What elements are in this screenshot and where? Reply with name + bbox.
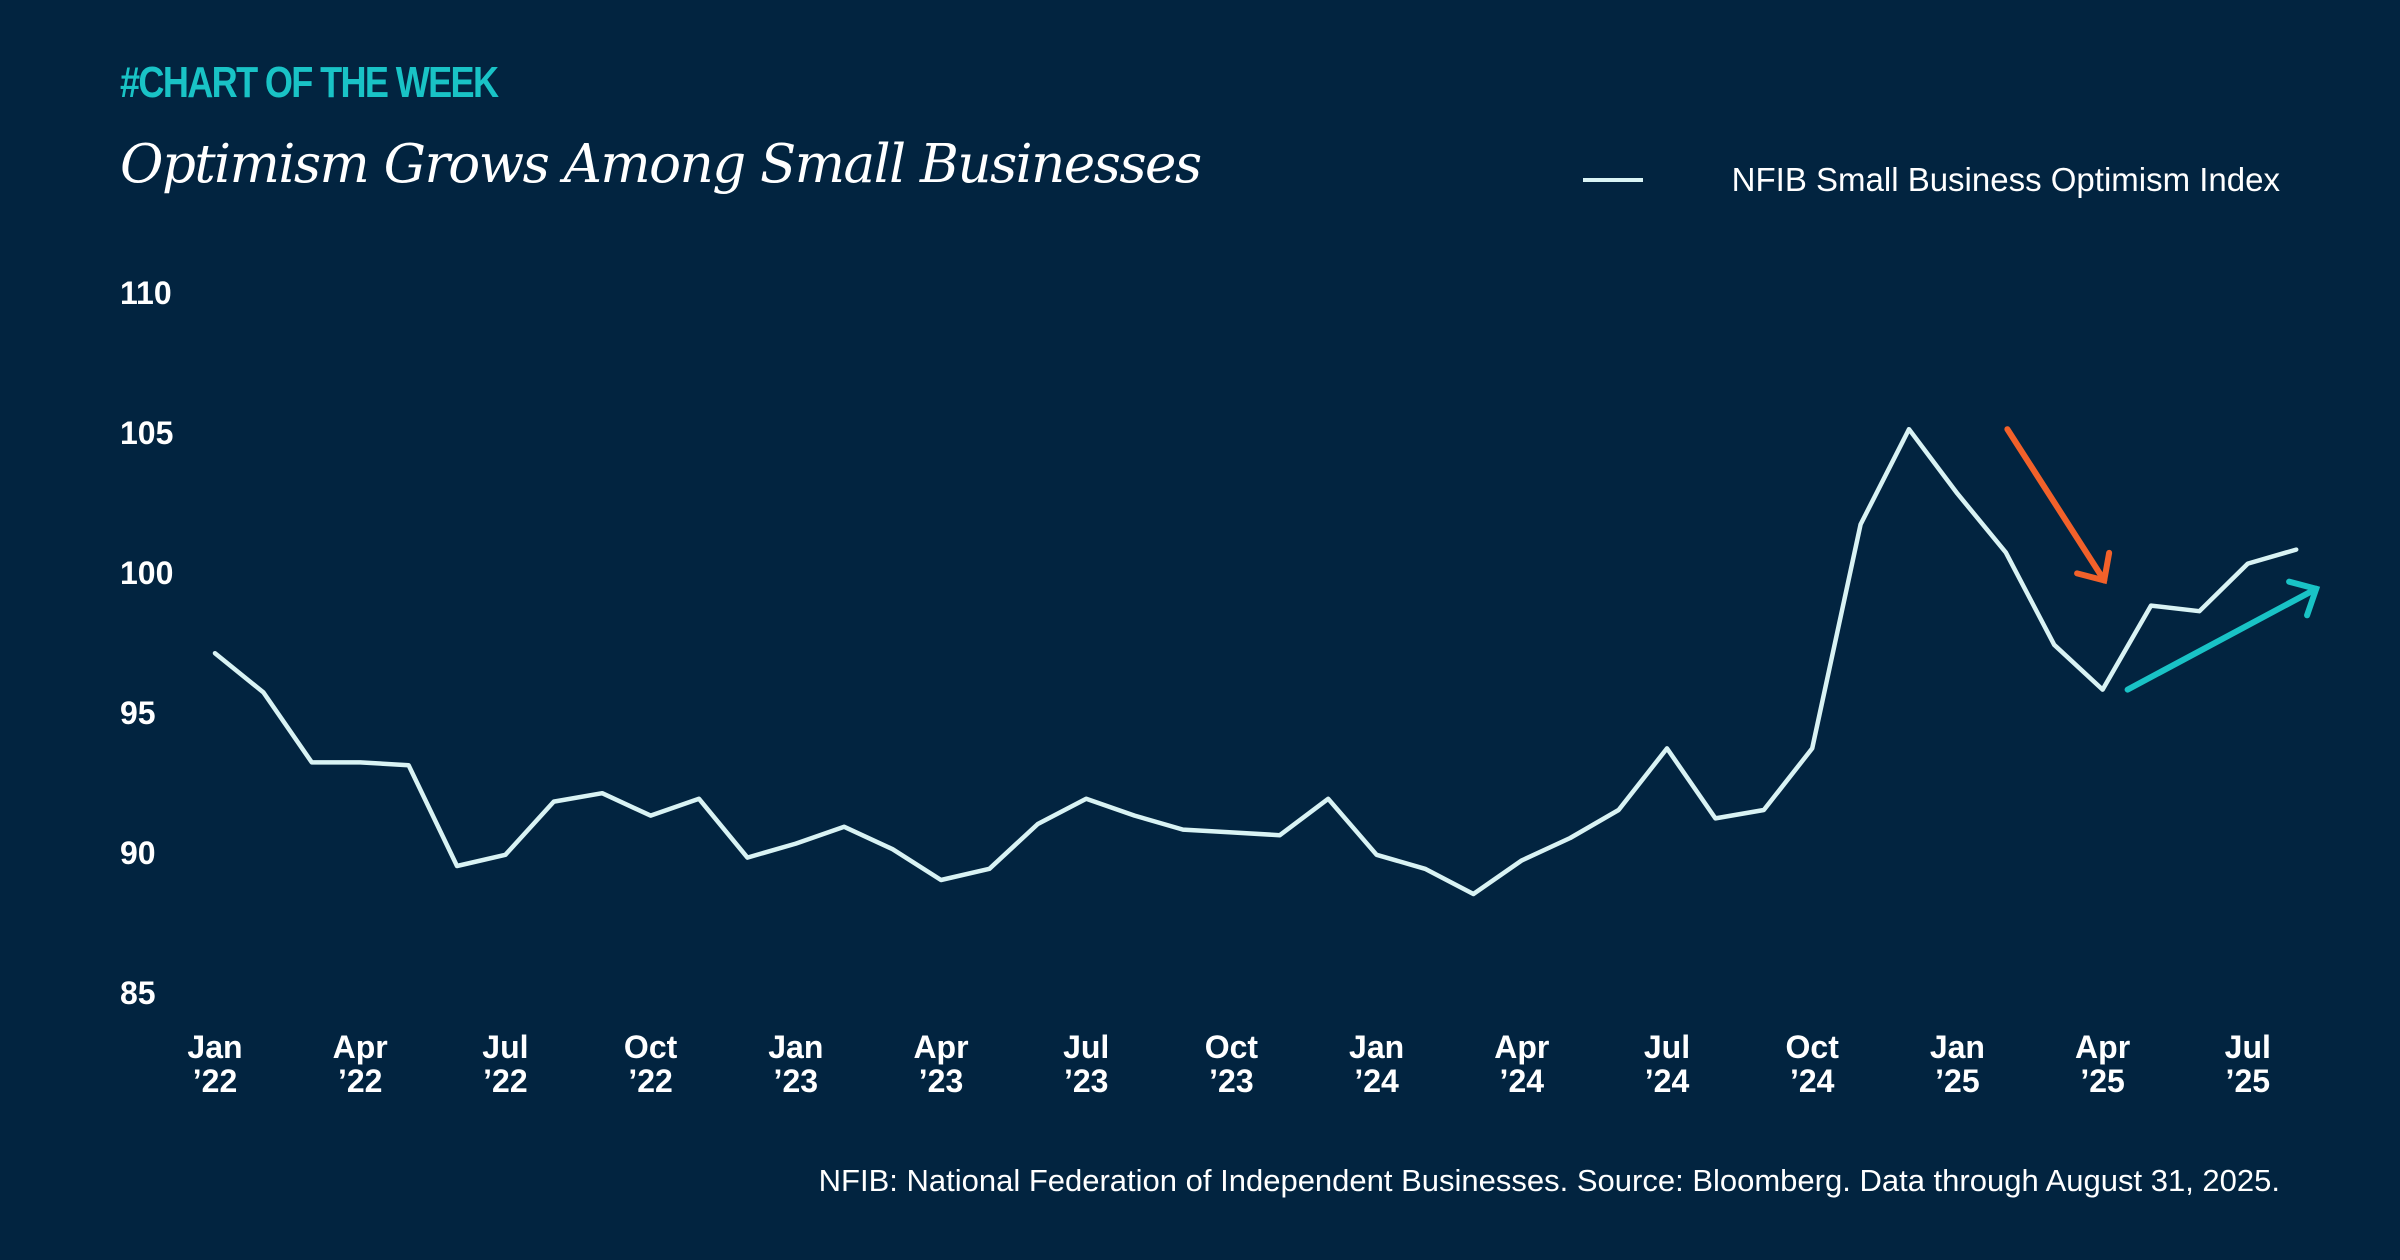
chart-title: Optimism Grows Among Small Businesses (120, 134, 1202, 195)
y-tick-label: 110 (120, 275, 172, 311)
data-point (358, 760, 362, 764)
x-tick-label: Apr ’22 (333, 1029, 388, 1099)
x-tick-label: Jul ’24 (1644, 1029, 1690, 1099)
legend: NFIB Small Business Optimism Index (1583, 161, 2280, 198)
x-tick-label: Apr ’24 (1494, 1029, 1549, 1099)
y-tick-label: 85 (120, 975, 156, 1011)
data-point (1520, 858, 1524, 862)
trend-arrow-down (2004, 426, 2113, 585)
x-tick-label: Apr ’23 (913, 1029, 968, 1099)
data-point (1278, 833, 1282, 837)
x-tick-label: Jan ’23 (768, 1029, 823, 1099)
data-point (745, 856, 749, 860)
y-tick-label: 95 (120, 695, 156, 731)
x-tick-label: Oct ’22 (624, 1029, 678, 1099)
data-point (1084, 797, 1088, 801)
x-axis: Jan ’22 Apr ’22 Jul ’22 Oct ’22 Jan ’23 Apr ’23 Jul’… (187, 1029, 2270, 1099)
data-point (407, 763, 411, 767)
x-tick-label: Jul ’23 (1063, 1029, 1109, 1099)
series-group (212, 426, 2299, 897)
x-tick-label: Jan ’25 (1930, 1029, 1985, 1099)
data-point (842, 825, 846, 829)
data-point (2149, 604, 2153, 608)
data-point (1762, 808, 1766, 812)
data-point (600, 791, 604, 795)
data-point (2294, 548, 2298, 552)
data-point (2004, 550, 2008, 554)
data-point (261, 690, 265, 694)
data-point (1617, 808, 1621, 812)
series-line-nfib-optimism (212, 426, 2299, 897)
data-point (310, 760, 314, 764)
chart-of-the-week-tagline: #CHART OF THE WEEK (120, 58, 499, 107)
data-point (1810, 746, 1814, 750)
data-point (1375, 853, 1379, 857)
data-point (697, 797, 701, 801)
x-tick-label: Jan ’22 (187, 1029, 242, 1099)
x-tick-label: Oct ’24 (1786, 1029, 1840, 1099)
data-point (2052, 643, 2056, 647)
y-axis: 85 90 95 100 105 110 (120, 275, 173, 1011)
data-point (552, 800, 556, 804)
y-tick-label: 90 (120, 835, 156, 871)
data-point (1568, 836, 1572, 840)
data-point (1907, 427, 1911, 431)
legend-label: NFIB Small Business Optimism Index (1732, 161, 2281, 198)
data-point (2101, 688, 2105, 692)
data-point (939, 878, 943, 882)
data-point (1036, 822, 1040, 826)
y-tick-label: 100 (120, 555, 173, 591)
source-footnote: NFIB: National Federation of Independent… (818, 1163, 2280, 1198)
x-tick-label: Jan ’24 (1349, 1029, 1404, 1099)
data-point (1955, 492, 1959, 496)
x-tick-label: Jul ’22 (482, 1029, 528, 1099)
data-point (2246, 562, 2250, 566)
data-point (455, 864, 459, 868)
data-point (987, 867, 991, 871)
data-point (1471, 892, 1475, 896)
data-point (649, 814, 653, 818)
data-point (1181, 828, 1185, 832)
y-tick-label: 105 (120, 415, 173, 451)
data-point (1713, 816, 1717, 820)
data-point (503, 853, 507, 857)
trend-arrow-up (2124, 578, 2321, 693)
data-point (213, 651, 217, 655)
x-tick-label: Jul ’25 (2225, 1029, 2271, 1099)
annotations (2004, 426, 2321, 693)
data-point (1133, 814, 1137, 818)
x-tick-label: Oct ’23 (1205, 1029, 1259, 1099)
data-point (1229, 830, 1233, 834)
data-point (2197, 609, 2201, 613)
data-point (891, 847, 895, 851)
data-point (1423, 867, 1427, 871)
data-point (1859, 522, 1863, 526)
x-tick-label: Apr ’25 (2075, 1029, 2130, 1099)
data-point (1665, 746, 1669, 750)
data-point (1326, 797, 1330, 801)
data-point (794, 842, 798, 846)
